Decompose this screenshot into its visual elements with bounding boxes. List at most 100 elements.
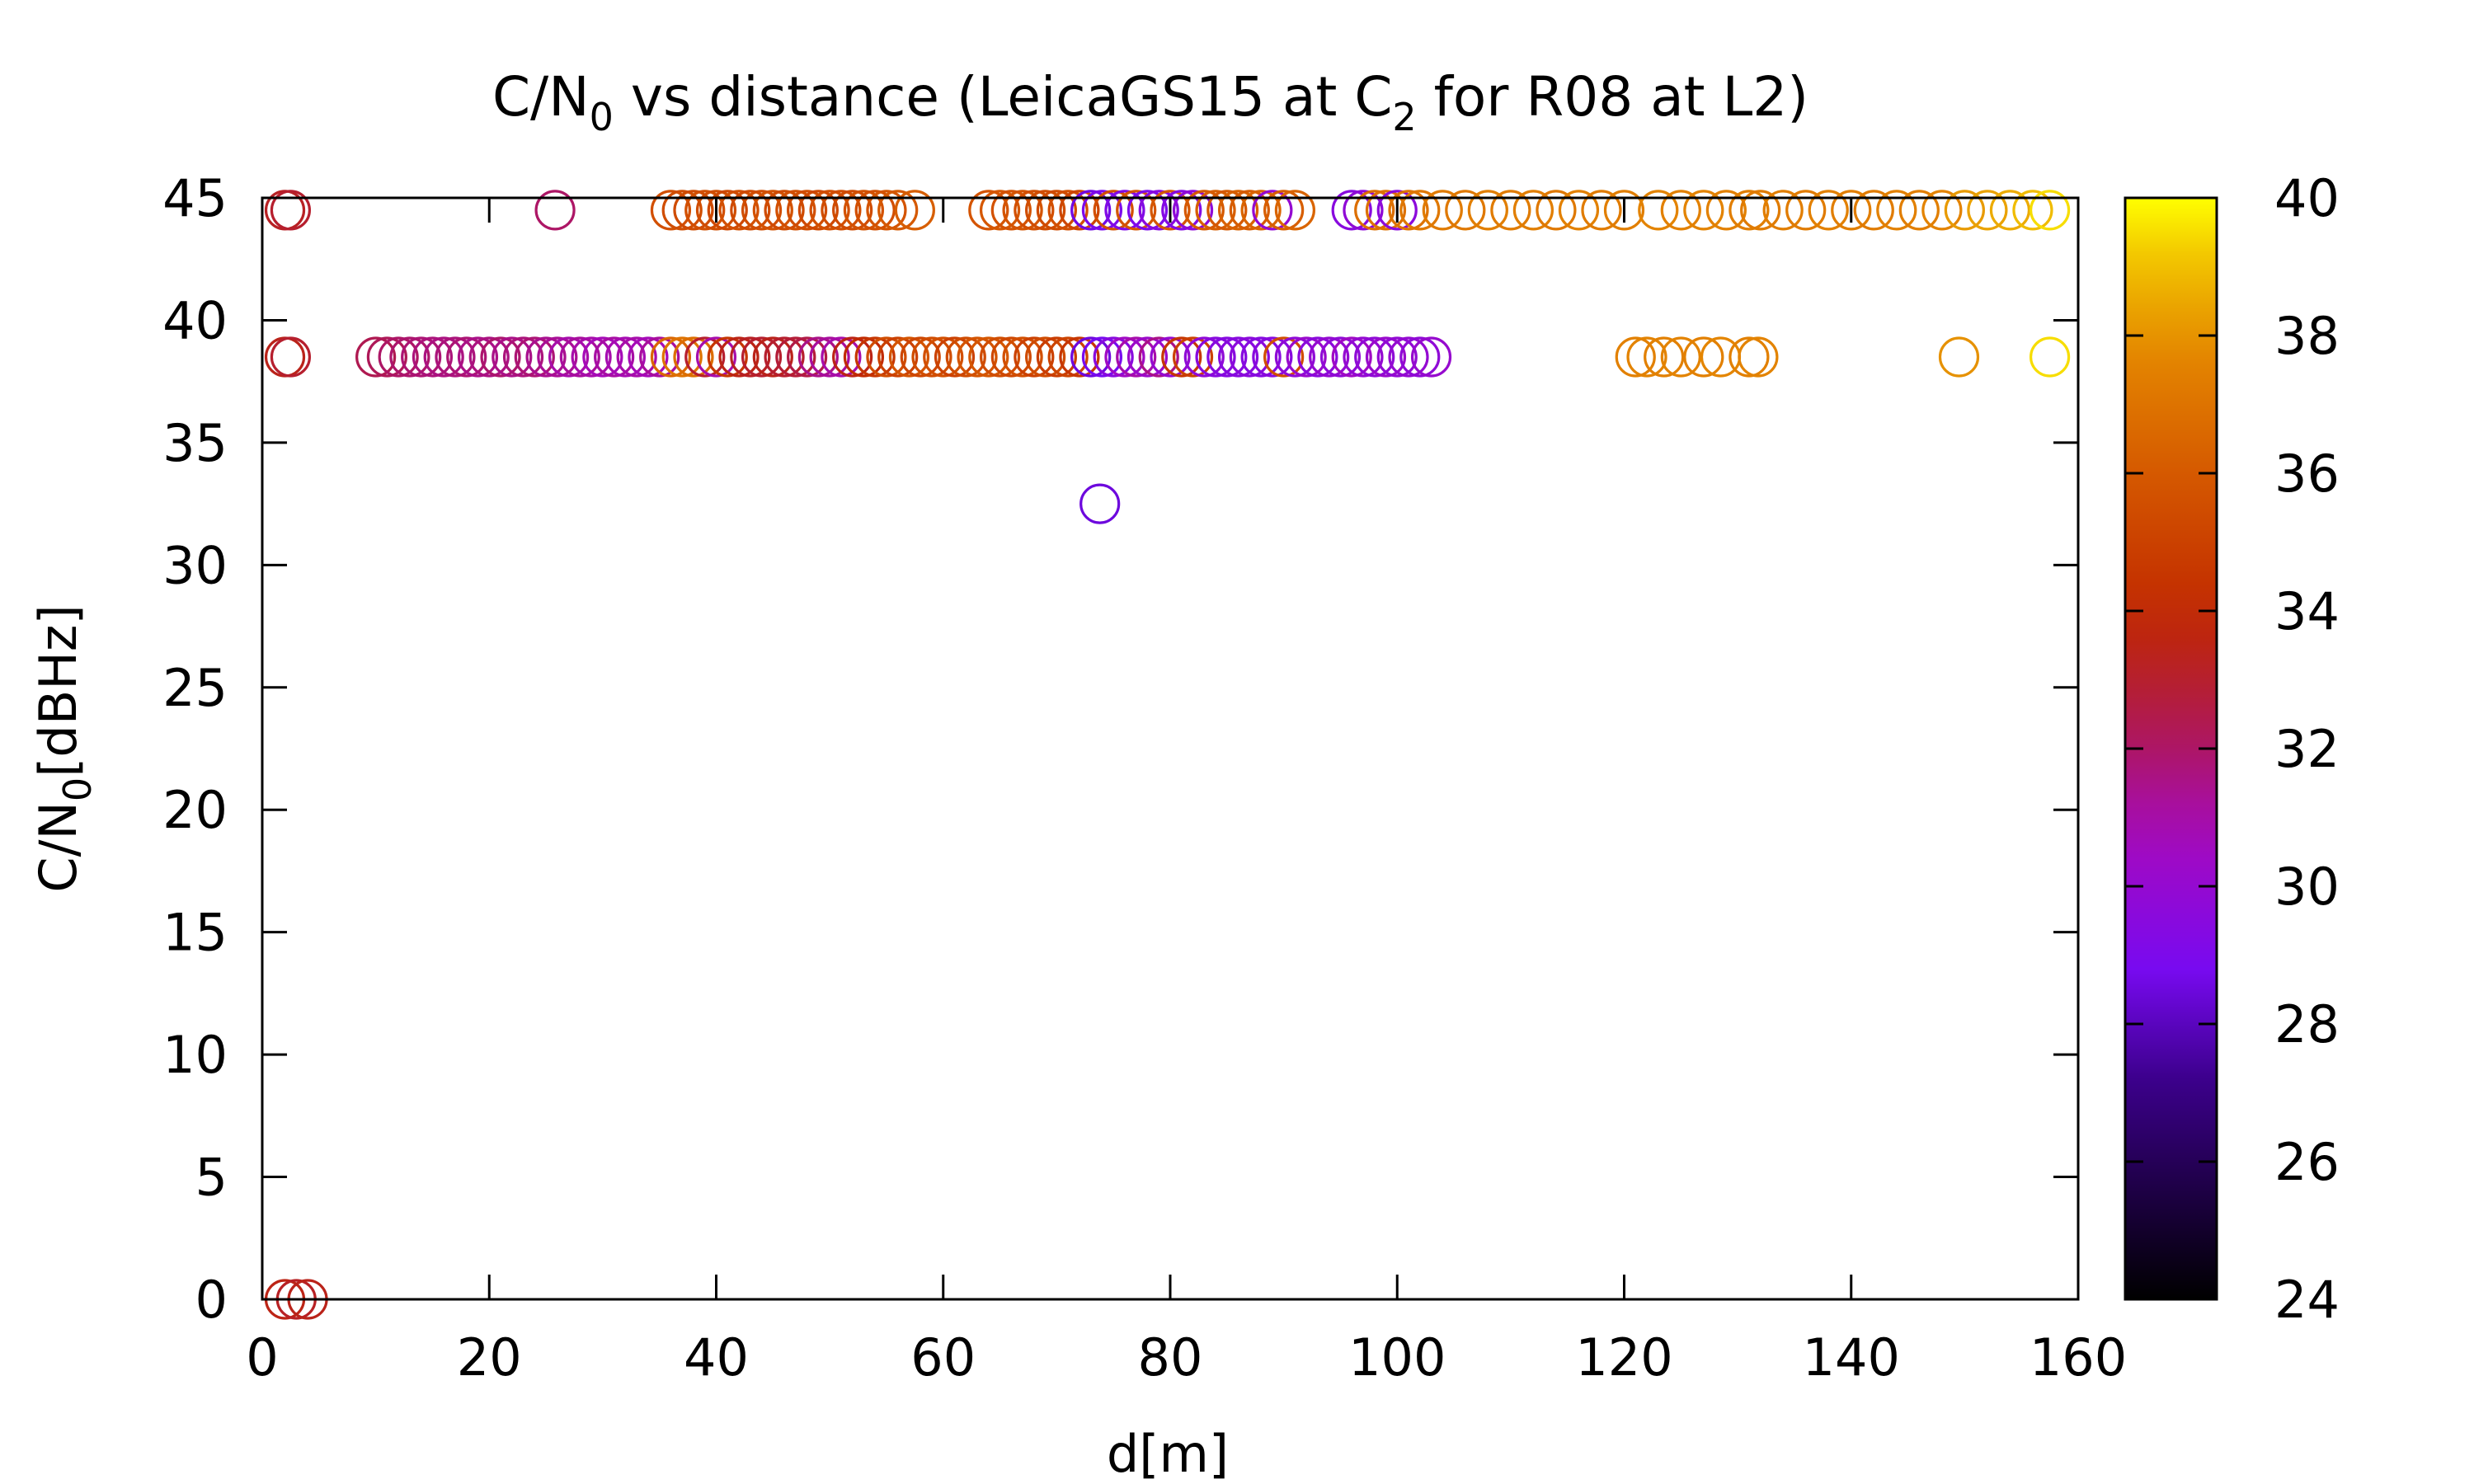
data-point (514, 336, 555, 378)
data-point (775, 336, 816, 378)
data-point (1512, 190, 1554, 231)
data-point (854, 190, 896, 231)
data-point (1093, 336, 1134, 378)
data-point (446, 336, 487, 378)
data-point (1195, 190, 1236, 231)
data-point (707, 190, 748, 231)
data-point (684, 190, 726, 231)
data-point (628, 336, 669, 378)
data-point (1161, 336, 1202, 378)
data-point (1126, 336, 1169, 378)
data-point (1070, 190, 1112, 231)
data-point (616, 336, 657, 378)
data-point (1217, 190, 1259, 231)
data-point (1354, 336, 1395, 378)
data-point (1738, 336, 1779, 378)
data-point (1853, 190, 1894, 231)
y-axis-label: C/N0[dBHz] (28, 604, 100, 892)
data-point (894, 190, 935, 231)
data-point (1263, 336, 1305, 378)
data-point (786, 190, 828, 231)
data-point (718, 190, 760, 231)
data-point (480, 336, 521, 378)
data-point (1615, 336, 1656, 378)
data-point (559, 336, 600, 378)
data-point (695, 336, 737, 378)
data-point (639, 336, 680, 378)
data-point (1388, 190, 1429, 231)
x-axis-label: d[m] (1107, 1424, 1229, 1484)
data-point (1343, 190, 1384, 231)
data-point (571, 336, 612, 378)
chart-title: C/N0 vs distance (LeicaGS15 at C2 for R0… (492, 65, 1808, 139)
data-point (979, 336, 1021, 378)
data-points (264, 190, 2071, 1320)
data-point (1002, 190, 1043, 231)
data-point (1388, 336, 1429, 378)
data-point (843, 336, 885, 378)
data-point (1081, 190, 1123, 231)
y-tick-label: 0 (195, 1270, 228, 1330)
data-point (1138, 336, 1179, 378)
data-point (1014, 190, 1055, 231)
data-point (661, 190, 703, 231)
data-point (1729, 336, 1770, 378)
data-point (1729, 190, 1770, 231)
data-point (809, 190, 850, 231)
data-point (1740, 190, 1781, 231)
data-point (1921, 190, 1963, 231)
data-point (1229, 190, 1270, 231)
data-point (866, 190, 907, 231)
x-tick-label: 160 (2030, 1327, 2127, 1388)
x-tick-label: 60 (910, 1327, 976, 1388)
data-point (673, 336, 714, 378)
data-point (650, 190, 692, 231)
data-point (1785, 190, 1827, 231)
data-point (650, 336, 692, 378)
data-point (695, 190, 737, 231)
data-point (1354, 190, 1395, 231)
data-point (1876, 190, 1917, 231)
data-point (468, 336, 510, 378)
colorbar-tick-label: 34 (2274, 581, 2340, 641)
data-point (1025, 190, 1066, 231)
data-point (1240, 190, 1282, 231)
data-point (1558, 190, 1600, 231)
colorbar-tick-label: 32 (2274, 719, 2340, 779)
data-point (457, 336, 499, 378)
data-point (1410, 336, 1452, 378)
data-point (1938, 336, 1980, 378)
data-point (968, 336, 1009, 378)
data-point (1014, 336, 1055, 378)
data-point (534, 190, 576, 231)
data-point (1967, 190, 2008, 231)
y-tick-label: 15 (162, 903, 228, 963)
y-tick-label: 25 (162, 658, 228, 718)
data-point (1705, 190, 1747, 231)
data-point (1376, 190, 1418, 231)
data-point (854, 336, 896, 378)
plot-frame (261, 196, 2080, 1301)
x-axis-ticks: 0 20 40 60 80 100 120 140 160 (246, 198, 2127, 1388)
data-point (1195, 336, 1236, 378)
data-point (979, 190, 1021, 231)
data-point (1126, 190, 1169, 231)
data-point (1263, 190, 1305, 231)
data-point (661, 336, 703, 378)
data-point (1183, 190, 1225, 231)
data-point (2029, 336, 2071, 378)
data-point (502, 336, 544, 378)
data-point (832, 190, 873, 231)
data-point (2029, 190, 2071, 231)
y-tick-label: 45 (162, 168, 228, 228)
data-point (1683, 336, 1724, 378)
data-point (945, 336, 986, 378)
data-point (1536, 190, 1577, 231)
data-point (1025, 336, 1066, 378)
data-point (1831, 190, 1872, 231)
data-point (911, 336, 952, 378)
data-point (1002, 336, 1043, 378)
data-point (1093, 190, 1134, 231)
data-point (923, 336, 964, 378)
